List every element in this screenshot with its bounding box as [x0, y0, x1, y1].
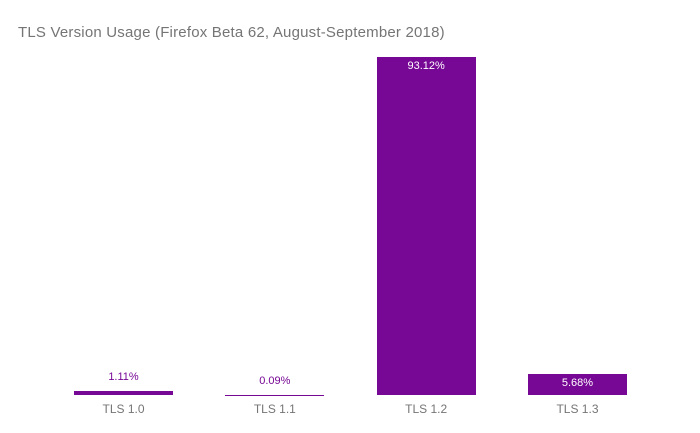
x-axis-label: TLS 1.1 [253, 402, 296, 416]
chart-title: TLS Version Usage (Firefox Beta 62, Augu… [18, 24, 445, 41]
x-axis-label: TLS 1.3 [556, 402, 599, 416]
bar [74, 390, 173, 395]
x-axis-label: TLS 1.0 [102, 402, 145, 416]
bar-value-label: 1.11% [108, 370, 139, 383]
bar-value-label: 5.68% [561, 377, 594, 390]
bar [527, 374, 627, 395]
bar-value-label: 0.09% [259, 374, 291, 387]
bar [376, 56, 476, 395]
x-axis-label: TLS 1.2 [405, 402, 448, 416]
bar-value-label: 93.12% [407, 59, 445, 72]
